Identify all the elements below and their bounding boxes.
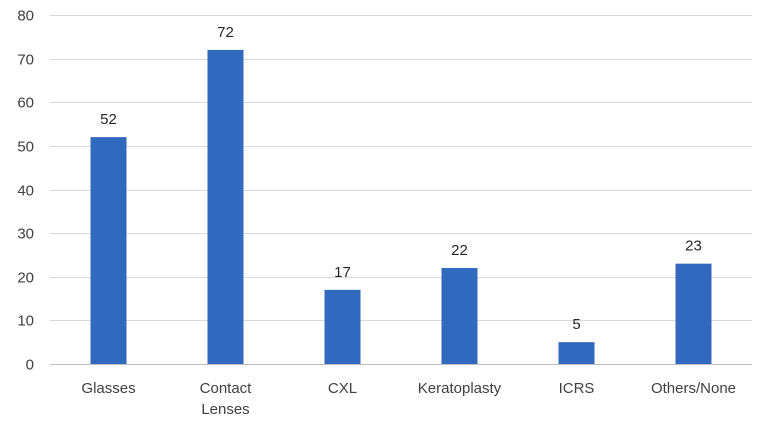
bars xyxy=(90,49,712,365)
bar xyxy=(207,49,244,365)
y-tick-label: 10 xyxy=(17,313,34,330)
data-label: 52 xyxy=(100,111,117,128)
bar xyxy=(675,263,712,364)
y-tick-label: 70 xyxy=(17,52,34,69)
category-label: Keratoplasty xyxy=(418,380,502,397)
y-axis-ticks: 0 10 20 30 40 50 60 70 80 xyxy=(17,8,34,374)
y-tick-label: 60 xyxy=(17,95,34,112)
category-label: Glasses xyxy=(81,380,135,397)
data-label: 23 xyxy=(685,238,702,255)
y-tick-label: 40 xyxy=(17,183,34,200)
gridlines xyxy=(50,15,752,365)
data-label: 22 xyxy=(451,242,468,259)
bar xyxy=(324,289,361,364)
x-axis-categories: Glasses Contact Lenses CXL Keratoplasty ICRS O… xyxy=(81,380,736,418)
y-tick-label: 30 xyxy=(17,226,34,243)
bar xyxy=(90,137,127,364)
y-tick-label: 20 xyxy=(17,270,34,287)
data-labels: 52 72 17 22 5 23 xyxy=(100,24,702,333)
bar xyxy=(558,342,595,364)
y-tick-label: 0 xyxy=(26,357,34,374)
data-label: 17 xyxy=(334,264,351,281)
category-label: ICRS xyxy=(559,380,595,397)
bar xyxy=(441,268,478,364)
category-label: Lenses xyxy=(201,401,249,418)
category-label: Contact xyxy=(200,380,253,397)
category-label: Others/None xyxy=(651,380,736,397)
data-label: 5 xyxy=(572,316,580,333)
category-label: CXL xyxy=(328,380,357,397)
y-tick-label: 80 xyxy=(17,8,34,25)
y-tick-label: 50 xyxy=(17,139,34,156)
data-label: 72 xyxy=(217,24,234,41)
